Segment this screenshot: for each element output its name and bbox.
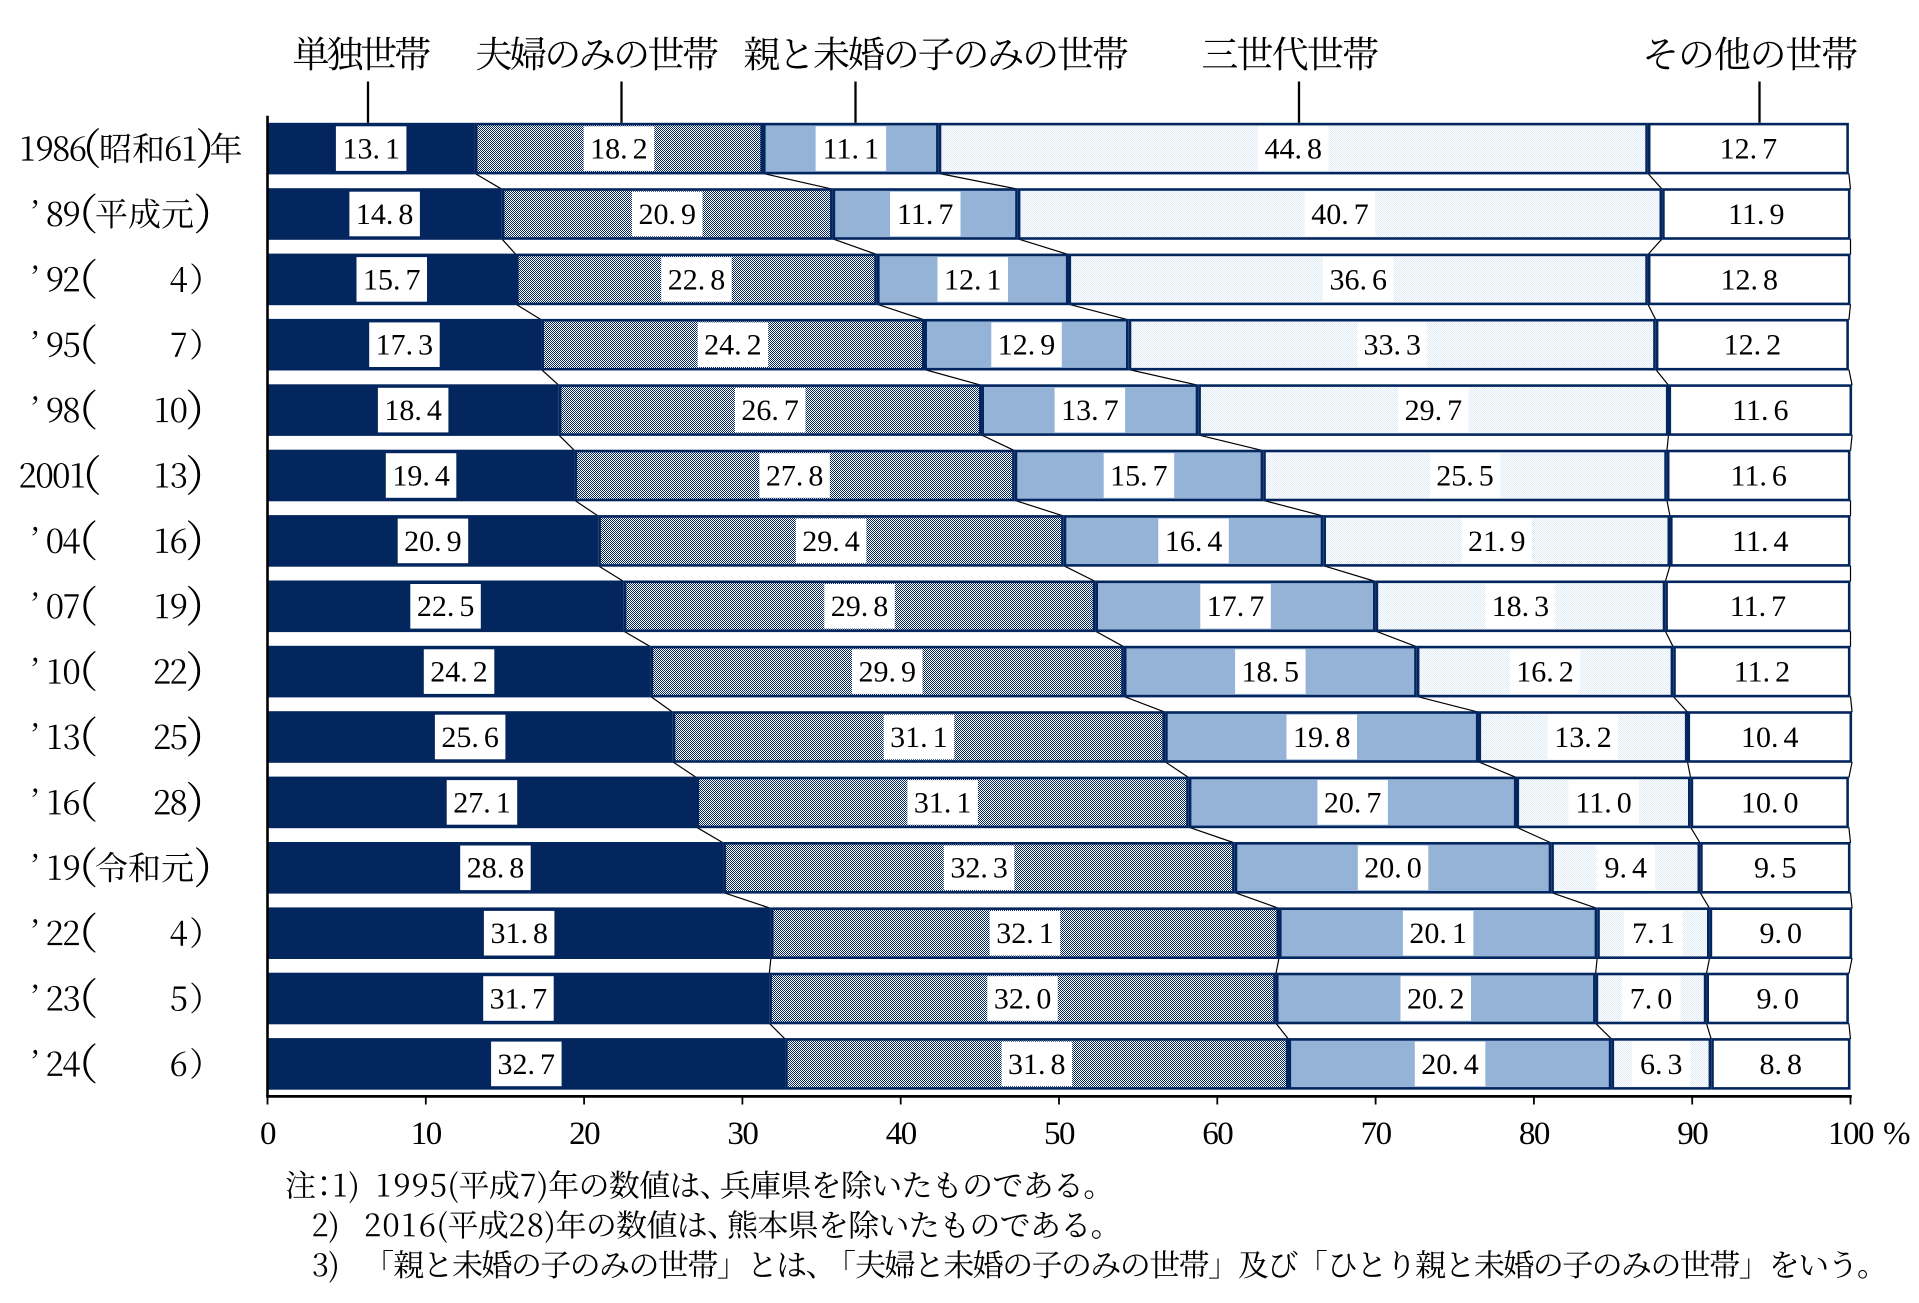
svg-text:100: 100 [1828,1116,1874,1152]
svg-text:40.7: 40. 7 [1311,198,1369,231]
svg-text:10: 10 [411,1116,442,1152]
svg-text:40: 40 [886,1116,917,1152]
svg-text:6.3: 6. 3 [1640,1048,1683,1081]
svg-text:60: 60 [1202,1116,1233,1152]
svg-text:14.8: 14. 8 [356,198,414,231]
svg-text:20: 20 [569,1116,600,1152]
svg-text:31.1: 31. 1 [890,721,948,754]
svg-text:11.9: 11. 9 [1728,198,1784,231]
svg-text:33.3: 33. 3 [1363,329,1421,362]
svg-text:32.0: 32. 0 [994,982,1052,1015]
svg-text:11.1: 11. 1 [823,133,879,166]
svg-text:8.8: 8. 8 [1760,1048,1803,1081]
svg-text:19.8: 19. 8 [1293,721,1351,754]
svg-text:29.4: 29. 4 [802,525,860,558]
svg-text:31.8: 31. 8 [490,917,548,950]
svg-text:11.7: 11. 7 [1730,590,1786,623]
svg-text:16.2: 16. 2 [1516,656,1574,689]
svg-text:13.1: 13. 1 [342,133,400,166]
svg-text:32.7: 32. 7 [498,1048,556,1081]
svg-text:17.3: 17. 3 [376,329,434,362]
svg-text:15.7: 15. 7 [363,263,421,296]
svg-text:29.7: 29. 7 [1405,394,1463,427]
svg-text:20.0: 20. 0 [1364,852,1422,885]
svg-text:9.4: 9. 4 [1604,852,1647,885]
svg-text:20.1: 20. 1 [1409,917,1467,950]
svg-text:11.0: 11. 0 [1575,786,1631,819]
svg-text:22.5: 22. 5 [417,590,475,623]
svg-text:44.8: 44. 8 [1265,133,1323,166]
svg-text:26.7: 26. 7 [741,394,799,427]
svg-text:27.1: 27. 1 [453,786,511,819]
svg-text:11.7: 11. 7 [897,198,953,231]
svg-text:9.0: 9. 0 [1756,982,1799,1015]
svg-text:0: 0 [260,1116,276,1152]
svg-text:30: 30 [727,1116,758,1152]
svg-text:50: 50 [1044,1116,1075,1152]
svg-text:25.6: 25. 6 [441,721,498,754]
svg-text:31.8: 31. 8 [1008,1048,1066,1081]
svg-text:36.6: 36. 6 [1329,263,1387,296]
svg-text:7.1: 7. 1 [1632,917,1675,950]
svg-text:20.9: 20. 9 [404,525,462,558]
svg-text:9.5: 9. 5 [1754,852,1797,885]
svg-text:24.2: 24. 2 [430,656,488,689]
svg-text:12.1: 12. 1 [944,263,1002,296]
svg-text:17.7: 17. 7 [1207,590,1265,623]
svg-text:12.9: 12. 9 [998,329,1056,362]
svg-text:24.2: 24. 2 [704,329,762,362]
svg-text:18.2: 18. 2 [590,133,648,166]
svg-text:11.6: 11. 6 [1732,394,1788,427]
svg-text:25.5: 25. 5 [1436,459,1494,492]
svg-text:12.7: 12. 7 [1720,133,1778,166]
svg-text:10.4: 10. 4 [1741,721,1799,754]
svg-text:28.8: 28. 8 [467,852,525,885]
svg-text:7.0: 7. 0 [1630,982,1673,1015]
svg-text:11.4: 11. 4 [1732,525,1788,558]
svg-text:13.2: 13. 2 [1554,721,1612,754]
svg-text:32.3: 32. 3 [950,852,1008,885]
svg-text:22.8: 22. 8 [668,263,726,296]
svg-text:19.4: 19. 4 [392,459,450,492]
svg-text:11.2: 11. 2 [1734,656,1790,689]
svg-text:20.9: 20. 9 [638,198,696,231]
svg-text:31.7: 31. 7 [490,982,548,1015]
svg-text:13.7: 13. 7 [1061,394,1119,427]
svg-text:70: 70 [1361,1116,1392,1152]
svg-text:%: % [1883,1116,1911,1152]
svg-text:20.2: 20. 2 [1407,982,1465,1015]
svg-text:29.8: 29. 8 [831,590,889,623]
svg-text:32.1: 32. 1 [996,917,1054,950]
svg-text:15.7: 15. 7 [1110,459,1168,492]
svg-text:20.7: 20. 7 [1324,786,1382,819]
svg-text:18.4: 18. 4 [384,394,442,427]
svg-text:9.0: 9. 0 [1760,917,1803,950]
svg-text:20.4: 20. 4 [1421,1048,1479,1081]
svg-text:27.8: 27. 8 [766,459,824,492]
svg-text:11.6: 11. 6 [1731,459,1787,492]
svg-text:10.0: 10. 0 [1741,786,1799,819]
svg-text:80: 80 [1519,1116,1550,1152]
svg-text:29.9: 29. 9 [858,656,916,689]
svg-text:31.1: 31. 1 [914,786,972,819]
svg-text:21.9: 21. 9 [1468,525,1526,558]
svg-text:12.2: 12. 2 [1724,329,1782,362]
svg-text:18.3: 18. 3 [1492,590,1550,623]
svg-text:90: 90 [1677,1116,1708,1152]
svg-text:12.8: 12. 8 [1720,263,1778,296]
svg-text:16.4: 16. 4 [1165,525,1223,558]
svg-text:18.5: 18. 5 [1242,656,1300,689]
